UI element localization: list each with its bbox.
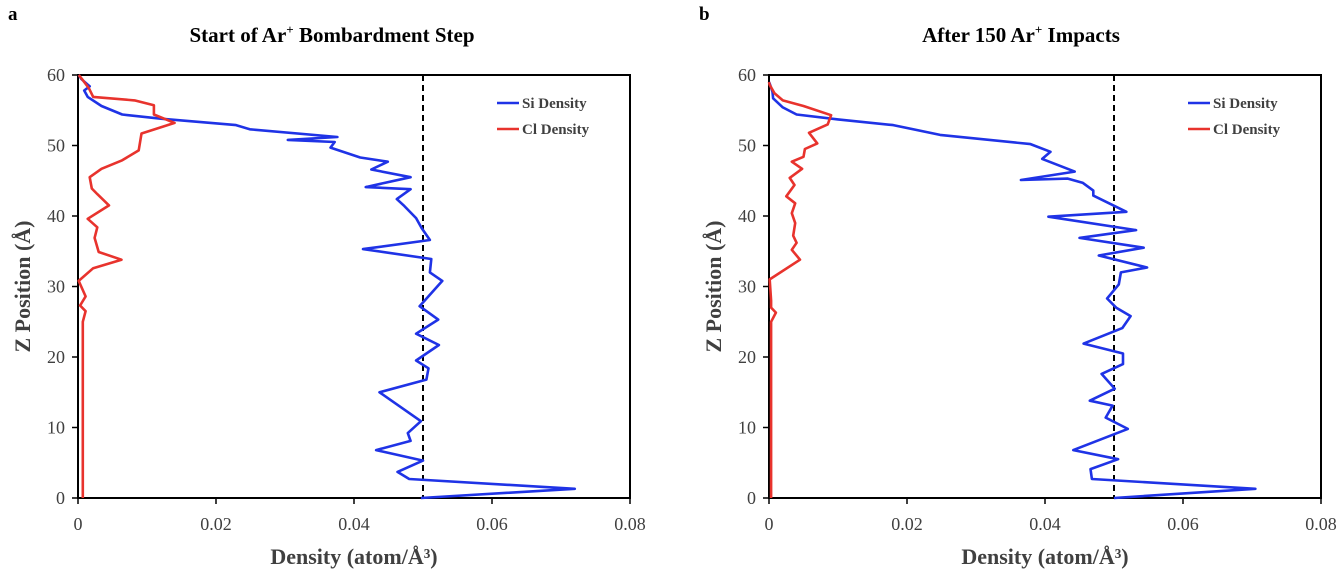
x-tick-label: 0.04 [1029, 514, 1061, 534]
x-tick-label: 0.06 [476, 514, 508, 534]
y-tick-label: 20 [738, 347, 756, 367]
title-superscript: + [286, 22, 294, 37]
x-tick-label: 0.02 [891, 514, 923, 534]
x-tick-label: 0 [74, 514, 83, 534]
chart-svg: 0 10 20 30 40 50 60 0 0.02 0.04 0.06 0.08 Density (a… [10, 65, 646, 569]
panel-letter: a [8, 4, 18, 25]
title-suffix: Bombardment Step [293, 23, 475, 47]
y-tick-label: 10 [47, 418, 65, 438]
y-tick-label: 40 [738, 206, 756, 226]
chart-title: Start of Ar+ Bombardment Step [152, 22, 512, 48]
x-tick-label: 0.04 [338, 514, 370, 534]
si-density-line [77, 74, 577, 500]
y-tick-label: 30 [47, 277, 65, 297]
y-tick-label: 50 [47, 136, 65, 156]
cl-density-line [767, 81, 833, 498]
x-tick-label: 0 [765, 514, 774, 534]
y-axis-label: Z Position (Å) [701, 221, 726, 353]
title-suffix: Impacts [1042, 23, 1120, 47]
y-tick-label: 10 [738, 418, 756, 438]
legend-label: Cl Density [522, 122, 590, 138]
legend-label: Si Density [1213, 96, 1278, 112]
y-tick-label: 0 [56, 488, 65, 508]
y-axis-label: Z Position (Å) [10, 221, 35, 353]
plot-frame [768, 74, 1322, 499]
chart-svg: 0 10 20 30 40 50 60 0 0.02 0.04 0.06 0.08 Density (a… [701, 65, 1337, 569]
y-tick-label: 40 [47, 206, 65, 226]
x-axis-label: Density (atom/Å³) [270, 544, 437, 569]
title-main: Start of Ar [189, 23, 287, 47]
x-tick-label: 0.06 [1167, 514, 1199, 534]
chart-title: After 150 Ar+ Impacts [876, 22, 1166, 48]
y-tick-label: 20 [47, 347, 65, 367]
title-superscript: + [1034, 22, 1043, 37]
panel-letter: b [699, 4, 710, 25]
y-tick-label: 50 [738, 136, 756, 156]
plot-frame [77, 74, 631, 499]
chart-panel-a: a Start of Ar+ Bombardment Step 0 10 20 30 4… [8, 4, 646, 569]
title-main: After 150 Ar [922, 23, 1035, 47]
y-tick-label: 60 [738, 65, 756, 85]
legend-label: Cl Density [1213, 122, 1281, 138]
si-density-line [767, 81, 1257, 500]
cl-density-line [77, 74, 176, 498]
legend-label: Si Density [522, 96, 587, 112]
x-tick-label: 0.08 [614, 514, 646, 534]
x-tick-label: 0.02 [200, 514, 232, 534]
x-axis-label: Density (atom/Å³) [961, 544, 1128, 569]
y-tick-label: 0 [747, 488, 756, 508]
x-tick-label: 0.08 [1305, 514, 1337, 534]
y-tick-label: 60 [47, 65, 65, 85]
y-tick-label: 30 [738, 277, 756, 297]
chart-panel-b: b After 150 Ar+ Impacts 0 10 20 30 40 50 60 0 0.… [691, 0, 1342, 570]
